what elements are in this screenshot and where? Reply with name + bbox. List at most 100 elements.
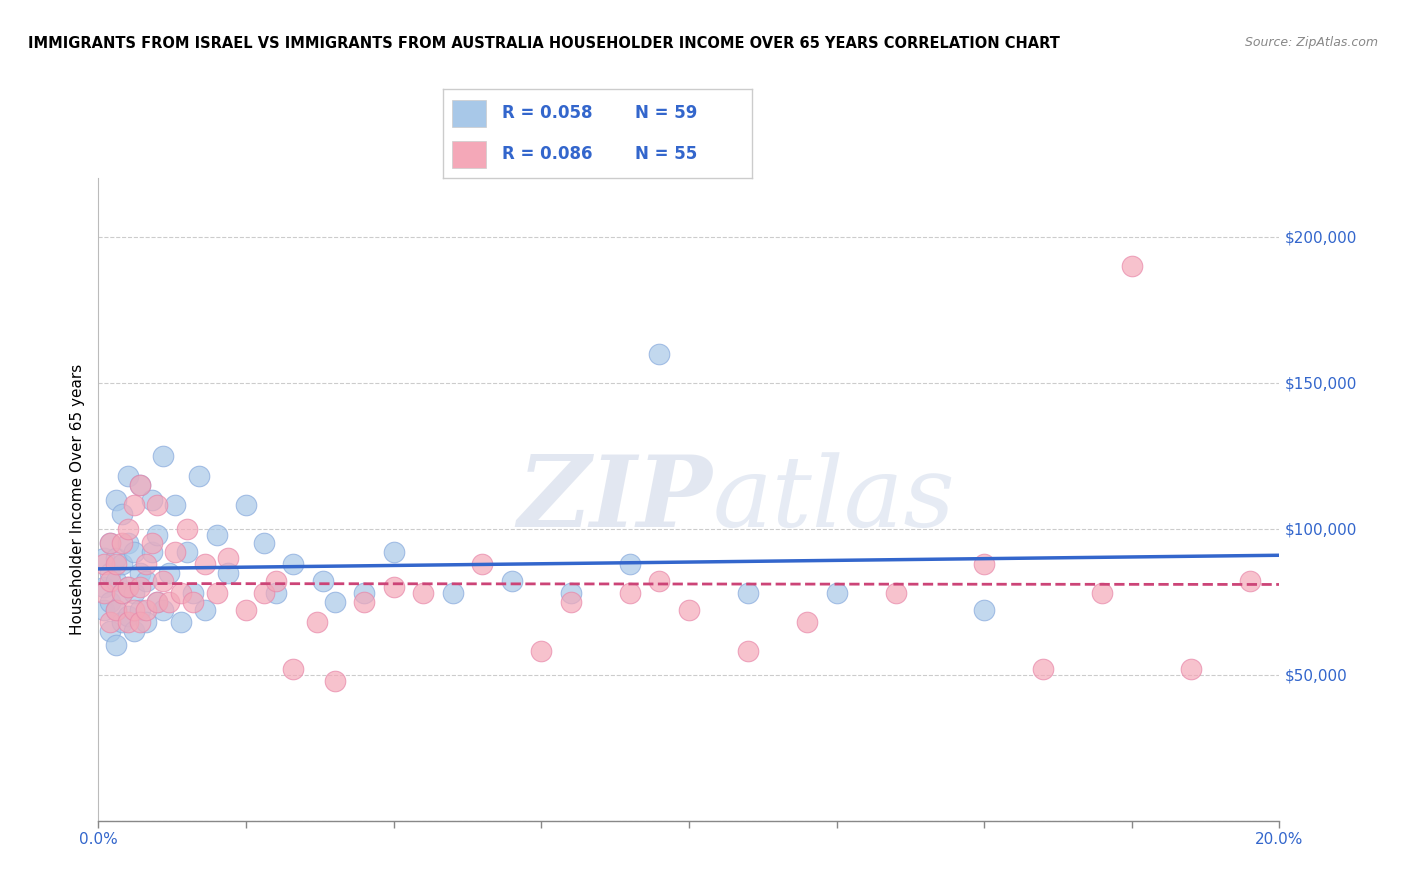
Point bbox=[648, 346, 671, 360]
Point bbox=[105, 603, 128, 617]
Point bbox=[165, 499, 187, 513]
Point bbox=[323, 673, 346, 688]
Point bbox=[884, 586, 907, 600]
Point bbox=[560, 586, 582, 600]
Point bbox=[122, 499, 145, 513]
Point bbox=[471, 557, 494, 571]
Point bbox=[283, 662, 305, 676]
Point bbox=[105, 550, 128, 565]
Point bbox=[146, 595, 169, 609]
Point bbox=[93, 586, 115, 600]
Point bbox=[122, 603, 145, 617]
Point bbox=[117, 580, 139, 594]
Point bbox=[312, 574, 335, 589]
Point bbox=[264, 574, 287, 589]
Point bbox=[98, 595, 121, 609]
Point bbox=[152, 574, 174, 589]
Point bbox=[264, 586, 287, 600]
Point bbox=[501, 574, 523, 589]
Point bbox=[1239, 574, 1261, 589]
Point bbox=[678, 603, 700, 617]
Point bbox=[619, 557, 641, 571]
Text: N = 59: N = 59 bbox=[634, 104, 697, 122]
Point bbox=[382, 545, 405, 559]
Text: ZIP: ZIP bbox=[517, 451, 713, 548]
Point bbox=[111, 586, 134, 600]
Text: atlas: atlas bbox=[713, 452, 955, 547]
Point bbox=[98, 574, 121, 589]
Point bbox=[98, 615, 121, 629]
Point bbox=[973, 603, 995, 617]
Point bbox=[412, 586, 434, 600]
Point bbox=[176, 545, 198, 559]
Point bbox=[135, 603, 157, 617]
Point bbox=[105, 492, 128, 507]
Point bbox=[98, 536, 121, 550]
Point bbox=[128, 615, 150, 629]
Point bbox=[194, 557, 217, 571]
Point bbox=[141, 545, 163, 559]
Text: IMMIGRANTS FROM ISRAEL VS IMMIGRANTS FROM AUSTRALIA HOUSEHOLDER INCOME OVER 65 Y: IMMIGRANTS FROM ISRAEL VS IMMIGRANTS FRO… bbox=[28, 36, 1060, 51]
Point bbox=[111, 507, 134, 521]
Point bbox=[253, 586, 276, 600]
Point bbox=[619, 586, 641, 600]
Point bbox=[157, 595, 180, 609]
Text: R = 0.086: R = 0.086 bbox=[502, 145, 592, 163]
Point bbox=[1091, 586, 1114, 600]
Point bbox=[152, 449, 174, 463]
Point bbox=[1180, 662, 1202, 676]
Point bbox=[194, 603, 217, 617]
FancyBboxPatch shape bbox=[453, 141, 486, 168]
Point bbox=[825, 586, 848, 600]
Point bbox=[93, 550, 115, 565]
Point bbox=[560, 595, 582, 609]
Point bbox=[128, 603, 150, 617]
Point bbox=[117, 522, 139, 536]
Point bbox=[111, 615, 134, 629]
Point bbox=[98, 536, 121, 550]
Text: Source: ZipAtlas.com: Source: ZipAtlas.com bbox=[1244, 36, 1378, 49]
Point bbox=[105, 557, 128, 571]
Point bbox=[105, 603, 128, 617]
Point bbox=[441, 586, 464, 600]
Point bbox=[253, 536, 276, 550]
Point bbox=[117, 615, 139, 629]
Point bbox=[530, 644, 553, 658]
Point bbox=[181, 595, 204, 609]
Point bbox=[111, 557, 134, 571]
Point bbox=[1121, 259, 1143, 273]
Point bbox=[93, 580, 115, 594]
Point bbox=[176, 522, 198, 536]
Point bbox=[737, 586, 759, 600]
Point bbox=[353, 595, 375, 609]
Point bbox=[170, 586, 193, 600]
Point bbox=[122, 586, 145, 600]
Point bbox=[122, 624, 145, 638]
Point bbox=[382, 580, 405, 594]
Point bbox=[128, 566, 150, 580]
Point bbox=[111, 536, 134, 550]
Point bbox=[93, 603, 115, 617]
Point bbox=[205, 527, 228, 541]
Point bbox=[1032, 662, 1054, 676]
Point bbox=[205, 586, 228, 600]
Y-axis label: Householder Income Over 65 years: Householder Income Over 65 years bbox=[69, 364, 84, 635]
Point bbox=[973, 557, 995, 571]
Point bbox=[235, 603, 257, 617]
Text: N = 55: N = 55 bbox=[634, 145, 697, 163]
Point bbox=[217, 566, 239, 580]
Point bbox=[117, 609, 139, 624]
Point bbox=[141, 536, 163, 550]
Point bbox=[737, 644, 759, 658]
Point bbox=[98, 566, 121, 580]
Point bbox=[146, 499, 169, 513]
Point bbox=[796, 615, 818, 629]
Point bbox=[105, 639, 128, 653]
Point bbox=[135, 574, 157, 589]
Point bbox=[152, 603, 174, 617]
Point bbox=[105, 574, 128, 589]
Point bbox=[323, 595, 346, 609]
Point bbox=[128, 478, 150, 492]
Point bbox=[146, 527, 169, 541]
Point bbox=[122, 545, 145, 559]
